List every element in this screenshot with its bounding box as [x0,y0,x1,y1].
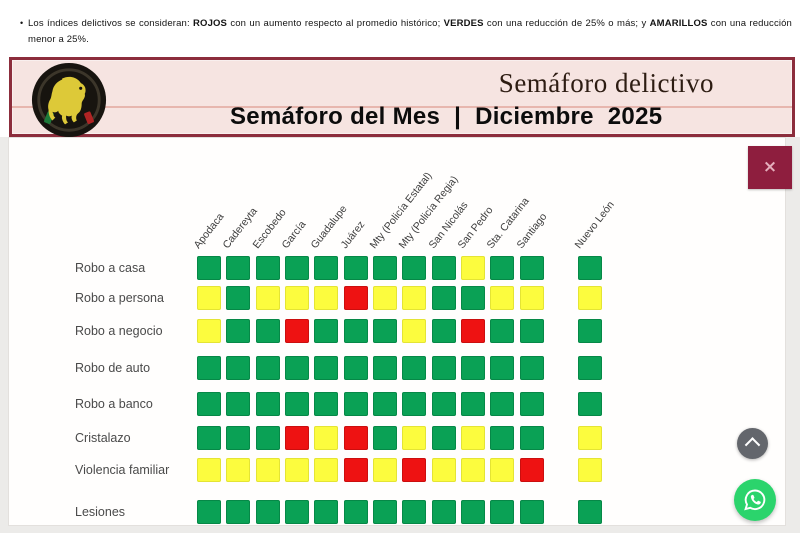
close-icon: × [762,157,778,177]
note-verdes-term: VERDES [443,17,484,29]
note-bullet: • [20,17,24,28]
month-title: Semáforo del Mes | Diciembre 2025 [230,103,663,130]
brand-title: Semáforo delictivo [498,68,714,98]
note-amarillos-term: AMARILLOS [649,17,708,29]
whatsapp-icon [744,489,766,511]
semaforo-delictivo-lion-logo-icon [31,62,107,138]
crime-index-note: • Los índices delictivos se consideran: R… [20,16,792,49]
note-text-segment: con una reducción de 25% o más; y [483,17,650,29]
note-text-segment: con un aumento respecto al promedio hist… [227,17,444,29]
note-text-segment: con una reducción menor a 25%. [28,17,792,46]
close-button[interactable]: × [748,146,792,189]
note-text-segment: Los índices delictivos se consideran: [28,17,194,29]
chevron-up-icon [744,437,761,453]
semaforo-card [8,137,786,526]
whatsapp-button[interactable] [734,479,776,521]
scroll-top-button[interactable] [737,428,768,459]
header-banner: Semáforo delictivo Semáforo del Mes | Di… [9,57,795,138]
banner-divider-line [12,106,792,108]
note-rojos-term: ROJOS [193,17,228,29]
